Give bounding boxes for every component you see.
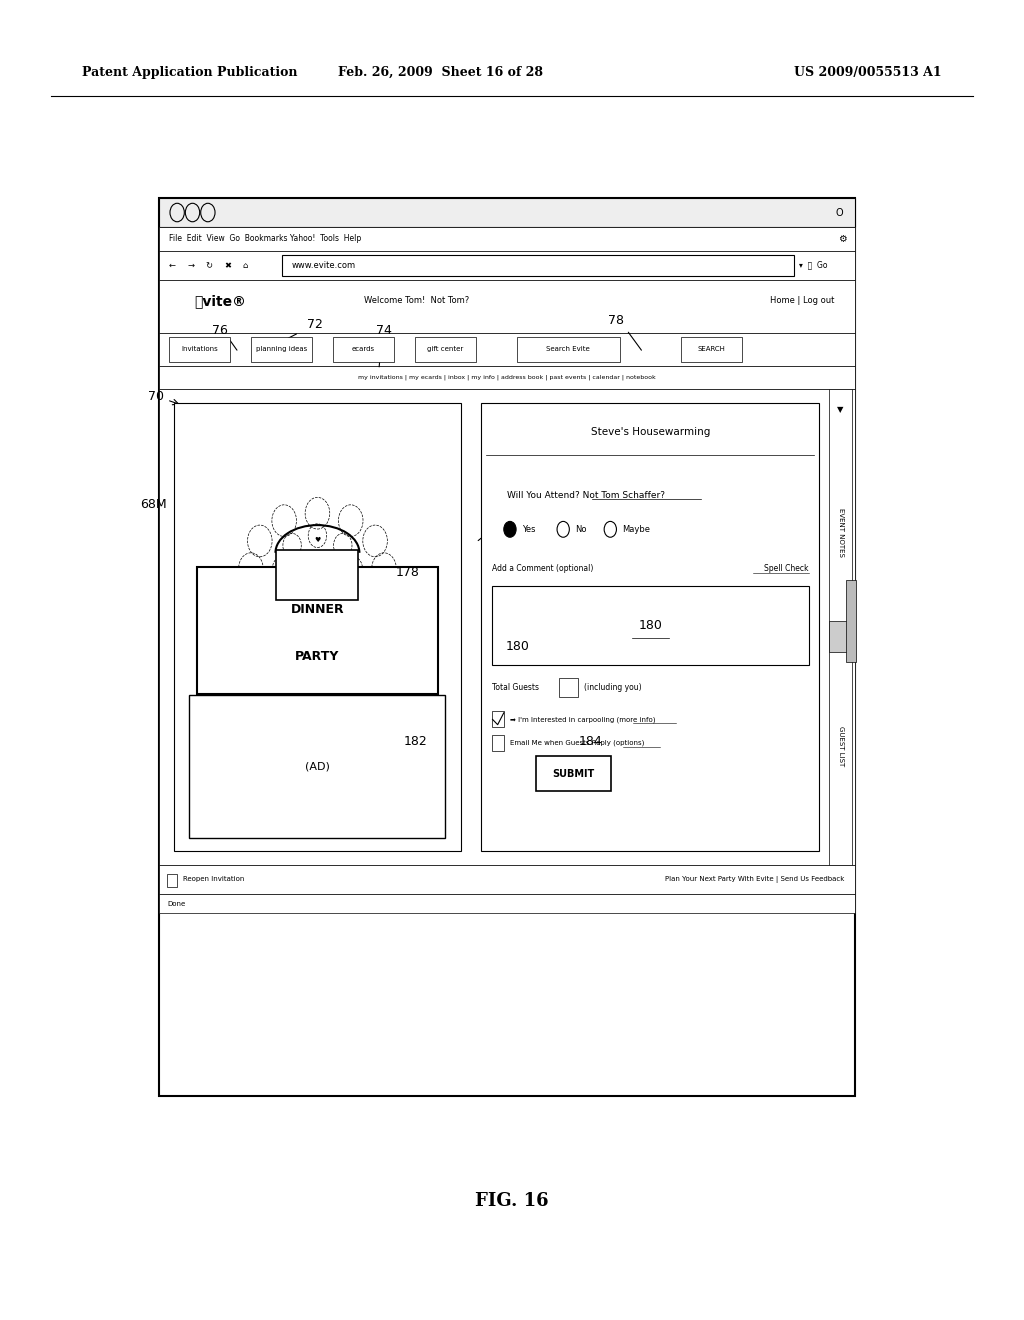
Text: 74: 74 [376, 323, 392, 337]
Bar [169, 337, 230, 362]
Text: Feb. 26, 2009  Sheet 16 of 28: Feb. 26, 2009 Sheet 16 of 28 [338, 66, 543, 79]
Bar [159, 280, 855, 333]
Bar [174, 403, 461, 851]
Text: O: O [836, 207, 844, 218]
Text: 178: 178 [395, 566, 420, 579]
Text: FIG. 16: FIG. 16 [475, 1192, 549, 1210]
Text: Done: Done [167, 900, 185, 907]
Bar [333, 337, 394, 362]
Text: planning ideas: planning ideas [256, 346, 307, 352]
Text: ▾  Ⓠ  Go: ▾ Ⓠ Go [799, 261, 827, 269]
Text: 76: 76 [212, 323, 228, 337]
Text: Maybe: Maybe [623, 525, 650, 533]
Bar [517, 337, 620, 362]
Text: Home | Log out: Home | Log out [770, 297, 835, 305]
Text: gift center: gift center [427, 346, 464, 352]
Text: 182: 182 [403, 735, 428, 748]
Bar [492, 586, 809, 665]
Bar [159, 333, 855, 366]
Bar [559, 678, 578, 697]
Text: Invitations: Invitations [181, 346, 218, 352]
Text: No: No [575, 525, 587, 533]
Bar [159, 251, 855, 280]
FancyBboxPatch shape [846, 579, 856, 661]
FancyBboxPatch shape [197, 568, 438, 694]
Text: 180: 180 [638, 619, 663, 632]
Bar [167, 874, 177, 887]
Text: 184: 184 [579, 735, 603, 748]
Text: Patent Application Publication: Patent Application Publication [82, 66, 297, 79]
Bar [159, 389, 855, 865]
FancyBboxPatch shape [276, 550, 358, 601]
Text: PARTY: PARTY [295, 649, 340, 663]
FancyBboxPatch shape [536, 756, 611, 791]
Text: Steve's Housewarming: Steve's Housewarming [591, 426, 710, 437]
Text: 78: 78 [608, 314, 625, 327]
Text: DINNER: DINNER [291, 602, 344, 615]
Text: www.evite.com: www.evite.com [292, 261, 356, 269]
Bar [492, 735, 504, 751]
Text: Welcome Tom!  Not Tom?: Welcome Tom! Not Tom? [364, 297, 469, 305]
Text: ✖: ✖ [224, 261, 231, 269]
Text: ⚙: ⚙ [839, 234, 847, 244]
Bar [159, 894, 855, 913]
Text: Add a Comment (optional): Add a Comment (optional) [492, 565, 593, 573]
Text: Email Me when Guests Reply (options): Email Me when Guests Reply (options) [510, 741, 644, 746]
Text: Yes: Yes [522, 525, 536, 533]
Bar [159, 198, 855, 1096]
Text: Spell Check: Spell Check [765, 565, 809, 573]
Bar [282, 255, 794, 276]
Bar [829, 389, 852, 865]
Bar [189, 694, 445, 838]
Text: GUEST LIST: GUEST LIST [838, 726, 844, 766]
Text: ♥: ♥ [314, 537, 321, 543]
Text: ←: ← [169, 261, 176, 269]
Text: SUBMIT: SUBMIT [552, 768, 595, 779]
Text: my invitations | my ecards | inbox | my info | address book | past events | cale: my invitations | my ecards | inbox | my … [358, 375, 655, 380]
Text: 68M: 68M [140, 498, 167, 511]
Text: ➡ I'm Interested in carpooling (more info): ➡ I'm Interested in carpooling (more inf… [510, 717, 655, 722]
Text: 180: 180 [505, 640, 529, 653]
Bar [159, 198, 855, 227]
Text: EVENT NOTES: EVENT NOTES [838, 507, 844, 557]
Text: Will You Attend? Not Tom Schaffer?: Will You Attend? Not Tom Schaffer? [507, 491, 665, 499]
Text: Plan Your Next Party With Evite | Send Us Feedback: Plan Your Next Party With Evite | Send U… [666, 875, 845, 883]
Bar [492, 711, 504, 727]
Bar [481, 403, 819, 851]
Bar [251, 337, 312, 362]
Circle shape [504, 521, 516, 537]
Bar [159, 227, 855, 251]
Text: Total Guests: Total Guests [492, 684, 541, 692]
Text: (including you): (including you) [584, 684, 641, 692]
Text: →: → [187, 261, 195, 269]
Text: ⌂: ⌂ [243, 261, 248, 269]
Bar [159, 366, 855, 389]
Text: 70: 70 [147, 389, 164, 403]
Text: File  Edit  View  Go  Bookmarks Yahoo!  Tools  Help: File Edit View Go Bookmarks Yahoo! Tools… [169, 235, 361, 243]
Text: Search Evite: Search Evite [547, 346, 590, 352]
Text: Reopen Invitation: Reopen Invitation [183, 876, 245, 882]
Text: SEARCH: SEARCH [697, 346, 726, 352]
Text: ↻: ↻ [206, 261, 213, 269]
Text: 72: 72 [307, 318, 324, 331]
Bar [415, 337, 476, 362]
Text: ecards: ecards [352, 346, 375, 352]
Bar [159, 865, 855, 894]
Text: (AD): (AD) [305, 762, 330, 771]
Text: ⓔvite®: ⓔvite® [195, 294, 246, 308]
Bar [829, 620, 852, 652]
Bar [681, 337, 742, 362]
Text: ▼: ▼ [838, 405, 844, 413]
Text: US 2009/0055513 A1: US 2009/0055513 A1 [795, 66, 942, 79]
